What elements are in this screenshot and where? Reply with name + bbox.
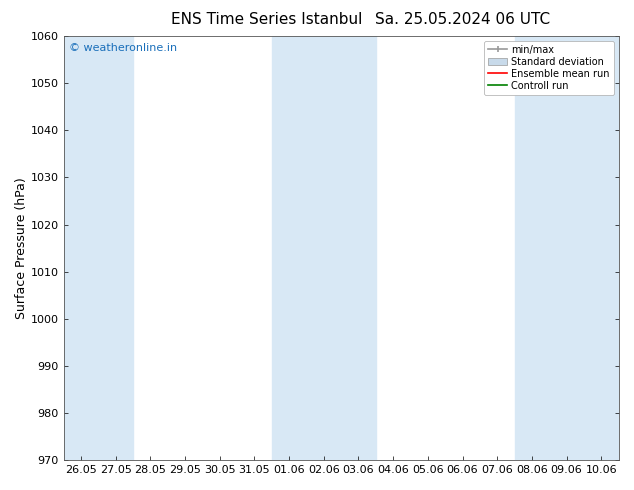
Bar <box>515 36 549 460</box>
Bar <box>306 36 341 460</box>
Bar <box>341 36 376 460</box>
Bar <box>272 36 306 460</box>
Bar <box>549 36 584 460</box>
Legend: min/max, Standard deviation, Ensemble mean run, Controll run: min/max, Standard deviation, Ensemble me… <box>484 41 614 95</box>
Bar <box>64 36 98 460</box>
Bar <box>98 36 133 460</box>
Text: Sa. 25.05.2024 06 UTC: Sa. 25.05.2024 06 UTC <box>375 12 550 27</box>
Text: ENS Time Series Istanbul: ENS Time Series Istanbul <box>171 12 362 27</box>
Y-axis label: Surface Pressure (hPa): Surface Pressure (hPa) <box>15 177 28 319</box>
Text: © weatheronline.in: © weatheronline.in <box>69 43 178 52</box>
Bar <box>584 36 619 460</box>
